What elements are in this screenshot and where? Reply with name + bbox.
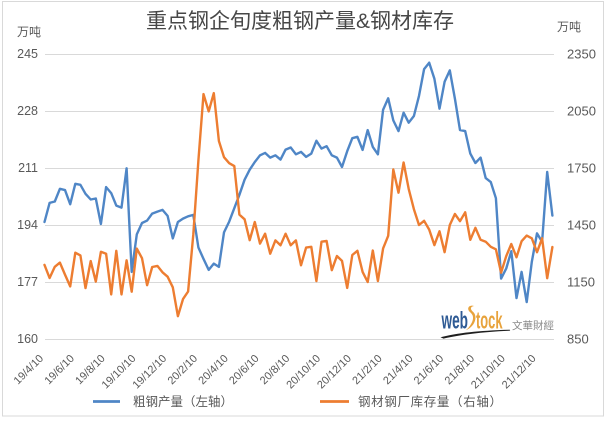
svg-text:重点钢企旬度粗钢产量&钢材库存: 重点钢企旬度粗钢产量&钢材库存 bbox=[146, 10, 454, 33]
svg-text:1150: 1150 bbox=[567, 275, 595, 290]
svg-text:1450: 1450 bbox=[567, 218, 596, 233]
svg-text:web: web bbox=[441, 308, 468, 335]
svg-text:850: 850 bbox=[567, 332, 589, 347]
svg-text:228: 228 bbox=[17, 104, 38, 118]
svg-text:2050: 2050 bbox=[567, 104, 596, 119]
svg-text:2350: 2350 bbox=[567, 47, 596, 62]
svg-text:1750: 1750 bbox=[567, 161, 596, 176]
svg-text:194: 194 bbox=[17, 218, 38, 232]
svg-text:万吨: 万吨 bbox=[557, 20, 581, 34]
svg-text:160: 160 bbox=[17, 332, 38, 346]
svg-text:万吨: 万吨 bbox=[17, 25, 41, 39]
svg-text:文華財經: 文華財經 bbox=[512, 319, 554, 332]
svg-text:245: 245 bbox=[17, 47, 38, 61]
svg-text:钢材钢厂库存量（右轴）: 钢材钢厂库存量（右轴） bbox=[358, 394, 502, 409]
svg-text:tock: tock bbox=[476, 308, 503, 335]
svg-text:211: 211 bbox=[18, 161, 38, 175]
svg-text:177: 177 bbox=[17, 275, 38, 289]
svg-text:粗钢产量（左轴）: 粗钢产量（左轴） bbox=[133, 394, 233, 409]
